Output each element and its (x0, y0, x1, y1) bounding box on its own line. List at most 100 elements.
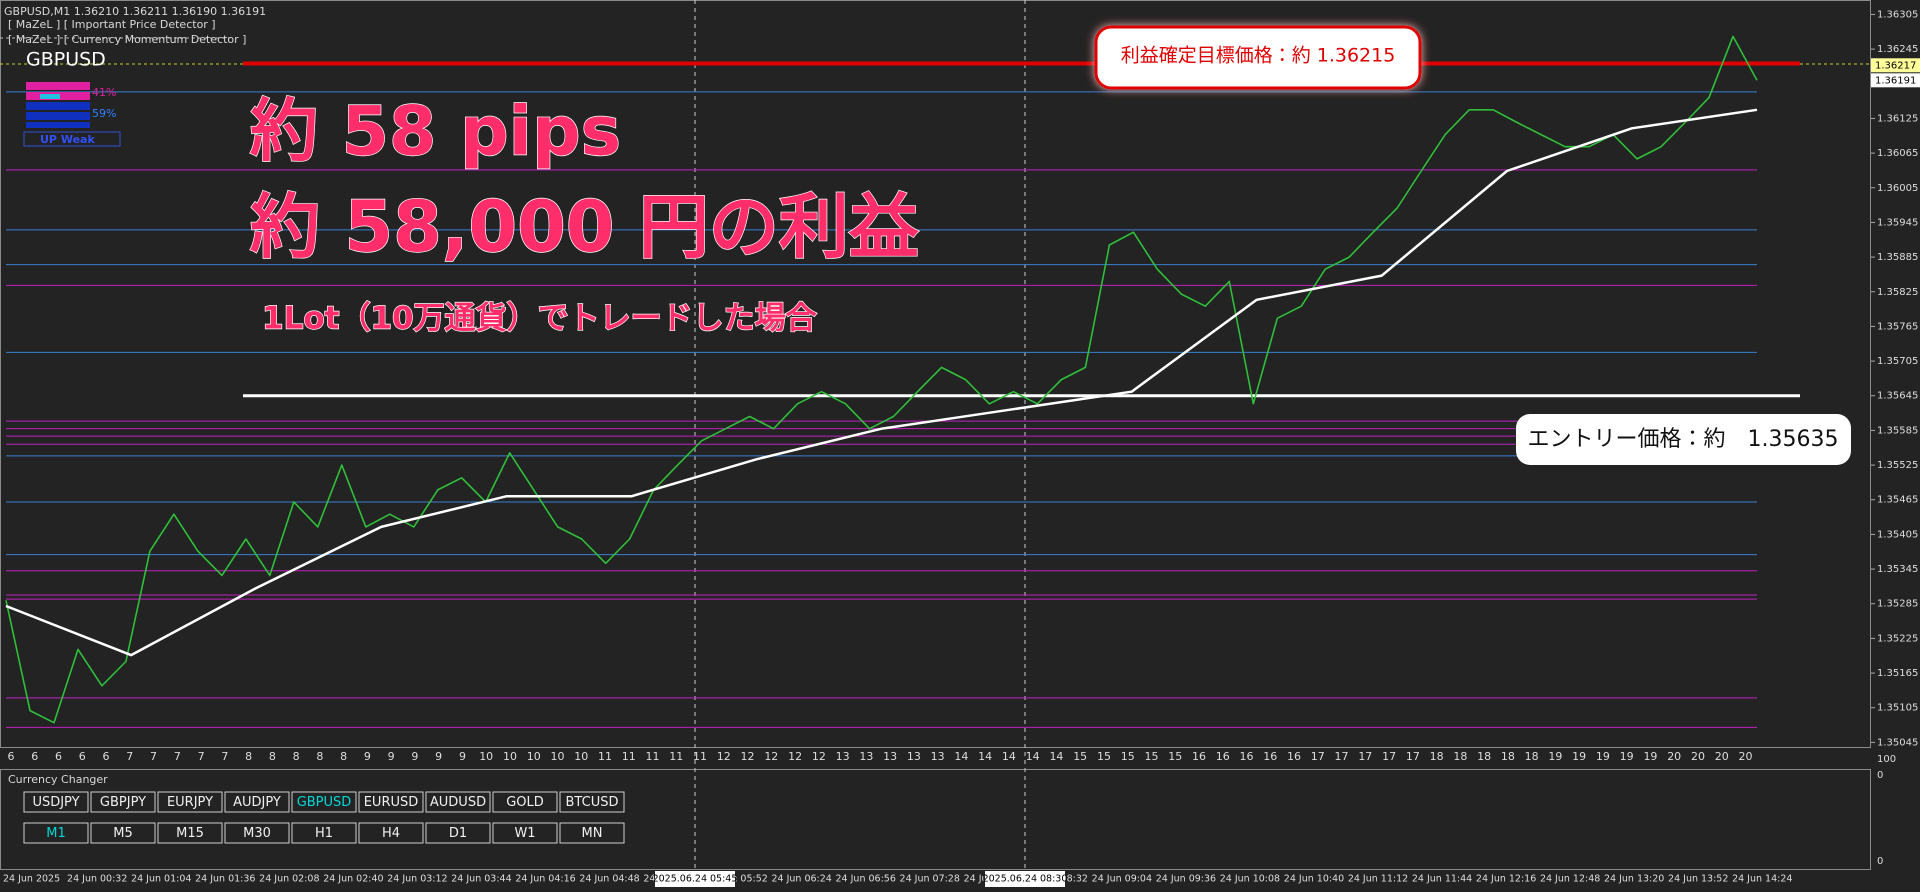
hour-label: 14 (978, 750, 992, 763)
button-timeframe[interactable]: D1 (425, 822, 491, 844)
button-symbol[interactable]: AUDJPY (224, 791, 290, 813)
button-frame[interactable] (291, 791, 357, 813)
crosshair-label: 2025.06.24 08:30 (983, 874, 1068, 885)
momentum-status-box (23, 131, 121, 147)
button-label[interactable]: W1 (514, 826, 535, 841)
button-label[interactable]: EURUSD (364, 795, 419, 810)
x-tick-label: 24 Jun 01:36 (195, 874, 255, 885)
hour-label: 20 (1691, 750, 1705, 763)
button-label[interactable]: GBPUSD (297, 795, 352, 810)
y-tick-label: 1.35045 (1877, 737, 1918, 748)
hour-label: 10 (503, 750, 517, 763)
hour-label: 9 (388, 750, 395, 763)
momentum-symbol: GBPUSD (26, 49, 106, 71)
y-tick-label: 1.35585 (1877, 425, 1918, 436)
button-frame[interactable] (224, 822, 290, 844)
button-label[interactable]: GOLD (506, 795, 544, 810)
button-frame[interactable] (157, 822, 223, 844)
button-label[interactable]: H1 (315, 826, 333, 841)
hour-label: 18 (1477, 750, 1491, 763)
button-frame[interactable] (90, 822, 156, 844)
button-label[interactable]: AUDUSD (430, 795, 486, 810)
button-symbol[interactable]: BTCUSD (559, 791, 625, 813)
button-symbol[interactable]: GBPUSD (291, 791, 357, 813)
button-timeframe[interactable]: H1 (291, 822, 357, 844)
button-symbol[interactable]: USDJPY (23, 791, 89, 813)
entry-callout (1516, 414, 1851, 465)
button-timeframe[interactable]: M30 (224, 822, 290, 844)
button-frame[interactable] (492, 791, 558, 813)
button-frame[interactable] (23, 822, 89, 844)
button-symbol[interactable]: EURUSD (358, 791, 424, 813)
y-tick-label: 1.35945 (1877, 217, 1918, 228)
button-timeframe[interactable]: W1 (492, 822, 558, 844)
button-label[interactable]: MN (582, 826, 603, 841)
x-tick-label: 24 Jun 09:04 (1092, 874, 1152, 885)
hour-label: 19 (1572, 750, 1586, 763)
hour-label: 15 (1144, 750, 1158, 763)
button-label[interactable]: AUDJPY (233, 795, 281, 810)
hour-label: 15 (1121, 750, 1135, 763)
button-label[interactable]: D1 (449, 826, 467, 841)
button-frame[interactable] (559, 791, 625, 813)
target-label: 利益確定目標価格：約 1.36215 (1121, 45, 1396, 67)
button-frame[interactable] (358, 791, 424, 813)
trend-line (5, 108, 1758, 657)
hour-label: 17 (1406, 750, 1420, 763)
y-tick-label: 1.36005 (1877, 183, 1918, 194)
button-frame[interactable] (157, 791, 223, 813)
button-timeframe[interactable]: MN (559, 822, 625, 844)
button-frame[interactable] (291, 822, 357, 844)
button-timeframe[interactable]: M15 (157, 822, 223, 844)
x-tick-label: 24 Jun 12:16 (1476, 874, 1536, 885)
hour-label: 17 (1311, 750, 1325, 763)
condition-annotation: 1Lot（10万通貨）でトレードした場合 (262, 301, 818, 337)
button-frame[interactable] (224, 791, 290, 813)
button-symbol[interactable]: AUDUSD (425, 791, 491, 813)
hour-label: 17 (1358, 750, 1372, 763)
hour-label: 6 (55, 750, 62, 763)
momentum-bar (26, 102, 90, 110)
button-timeframe[interactable]: H4 (358, 822, 424, 844)
button-label[interactable]: M1 (46, 826, 66, 841)
hour-label: 6 (8, 750, 15, 763)
hour-label: 8 (340, 750, 347, 763)
button-label[interactable]: M5 (113, 826, 133, 841)
crosshair-label: 2025.06.24 05:45 (653, 874, 738, 885)
button-frame[interactable] (90, 791, 156, 813)
button-timeframe[interactable]: M5 (90, 822, 156, 844)
button-frame[interactable] (559, 822, 625, 844)
y-tick-label: 1.36125 (1877, 113, 1918, 124)
y-tick-label: 1.35645 (1877, 391, 1918, 402)
hour-label: 6 (31, 750, 38, 763)
x-tick-label: 24 Jun 13:20 (1604, 874, 1664, 885)
button-label[interactable]: GBPJPY (100, 795, 146, 810)
y-tick-label: 1.36065 (1877, 148, 1918, 159)
momentum-up: 41% (92, 86, 116, 99)
button-frame[interactable] (425, 822, 491, 844)
button-frame[interactable] (425, 791, 491, 813)
button-label[interactable]: M15 (176, 826, 204, 841)
button-frame[interactable] (358, 822, 424, 844)
button-label[interactable]: M30 (243, 826, 271, 841)
y-tick-label: 1.35525 (1877, 460, 1918, 471)
button-symbol[interactable]: GOLD (492, 791, 558, 813)
button-label[interactable]: BTCUSD (566, 795, 619, 810)
button-label[interactable]: USDJPY (32, 795, 79, 810)
button-label[interactable]: EURJPY (167, 795, 213, 810)
button-timeframe[interactable]: M1 (23, 822, 89, 844)
button-label[interactable]: H4 (382, 826, 400, 841)
button-symbol[interactable]: GBPJPY (90, 791, 156, 813)
y-tick-label: 1.35465 (1877, 495, 1918, 506)
button-symbol[interactable]: EURJPY (157, 791, 223, 813)
hour-label: 7 (174, 750, 181, 763)
hour-label: 15 (1168, 750, 1182, 763)
x-tick-label: 24 Jun 11:44 (1412, 874, 1472, 885)
x-tick-label: 24 Jun 00:32 (67, 874, 127, 885)
button-frame[interactable] (23, 791, 89, 813)
hour-label: 14 (954, 750, 968, 763)
hour-label: 10 (479, 750, 493, 763)
button-frame[interactable] (492, 822, 558, 844)
hour-label: 18 (1430, 750, 1444, 763)
y-tick-label: 1.35225 (1877, 633, 1918, 644)
